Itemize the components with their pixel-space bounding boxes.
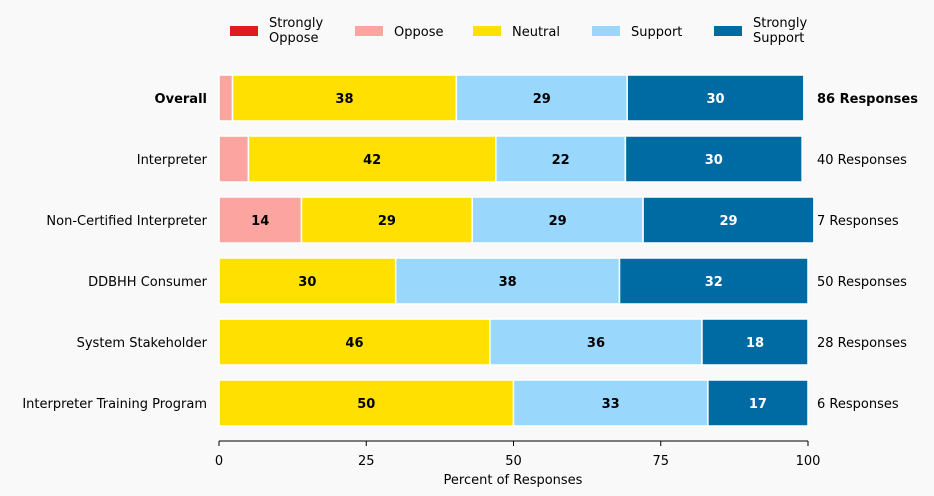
segment-value-label: 50 [357,397,375,412]
category-labels: Overall Interpreter Non-Certified Interpre… [22,92,207,412]
category-label: Non-Certified Interpreter [46,214,207,229]
response-count-label: 6 Responses [817,397,899,412]
bar-segment [218,318,491,366]
category-label: Interpreter Training Program [22,397,207,412]
segment-value-label: 29 [719,214,737,229]
segment-value-label: 29 [378,214,396,229]
segment-value-label: 22 [552,153,570,168]
bar-segment [231,74,458,122]
bar-segment [218,135,250,183]
response-labels: 86 Responses 40 Responses 7 Responses 50 Re… [817,92,918,412]
legend-entry: Oppose [394,25,443,40]
x-tick-label: 100 [796,454,821,469]
bar-segment [512,379,709,427]
x-tick-label: 50 [505,454,522,469]
bars-group: 38 29 30 42 22 30 14 29 29 29 30 38 32 46 36 18 50 33 17 [218,74,815,427]
segment-value-label: 30 [298,275,316,290]
bar-segment [471,196,644,244]
category-label: Overall [155,92,207,107]
legend-swatch [355,26,383,36]
segment-value-label: 29 [533,92,551,107]
segment-value-label: 38 [335,92,353,107]
segment-value-label: 29 [549,214,567,229]
response-count-label: 40 Responses [817,153,907,168]
bar-segment [394,257,621,305]
segment-value-label: 30 [705,153,723,168]
segment-value-label: 42 [363,153,381,168]
segment-value-label: 30 [706,92,724,107]
legend-swatch [592,26,620,36]
x-axis-title: Percent of Responses [444,473,583,488]
response-count-label: 50 Responses [817,275,907,290]
bar-segment [218,74,234,122]
legend-entry: Strongly Oppose [269,16,323,46]
segment-value-label: 33 [602,397,620,412]
bar-segment [707,379,809,427]
x-axis: 0 25 50 75 100 [215,440,821,469]
response-count-label: 28 Responses [817,336,907,351]
bar-segment [642,196,815,244]
legend-swatch [230,26,258,36]
bar-segment [701,318,809,366]
segment-value-label: 32 [705,275,723,290]
segment-value-label: 46 [345,336,363,351]
bar-segment [218,196,303,244]
legend-entry: Strongly Support [753,16,807,46]
bar-segment [495,135,627,183]
bar-segment [218,379,515,427]
x-tick-label: 75 [652,454,669,469]
bar-segment [626,74,805,122]
category-label: DDBHH Consumer [88,275,208,290]
segment-value-label: 14 [251,214,269,229]
x-tick-label: 0 [215,454,223,469]
legend-swatch [714,26,742,36]
legend-swatch [473,26,501,36]
bar-segment [300,196,474,244]
x-tick-label: 25 [358,454,375,469]
segment-value-label: 18 [746,336,764,351]
legend: Strongly Oppose Oppose Neutral Support Strong… [230,16,807,46]
category-label: System Stakeholder [77,336,208,351]
segment-value-label: 17 [749,397,767,412]
segment-value-label: 36 [587,336,605,351]
segment-value-label: 38 [499,275,517,290]
category-label: Interpreter [137,153,208,168]
bar-segment [618,257,809,305]
response-count-label: 86 Responses [817,92,918,107]
response-count-label: 7 Responses [817,214,899,229]
legend-entry: Support [631,25,682,40]
bar-segment [624,135,803,183]
bar-segment [455,74,628,122]
legend-entry: Neutral [512,25,560,40]
